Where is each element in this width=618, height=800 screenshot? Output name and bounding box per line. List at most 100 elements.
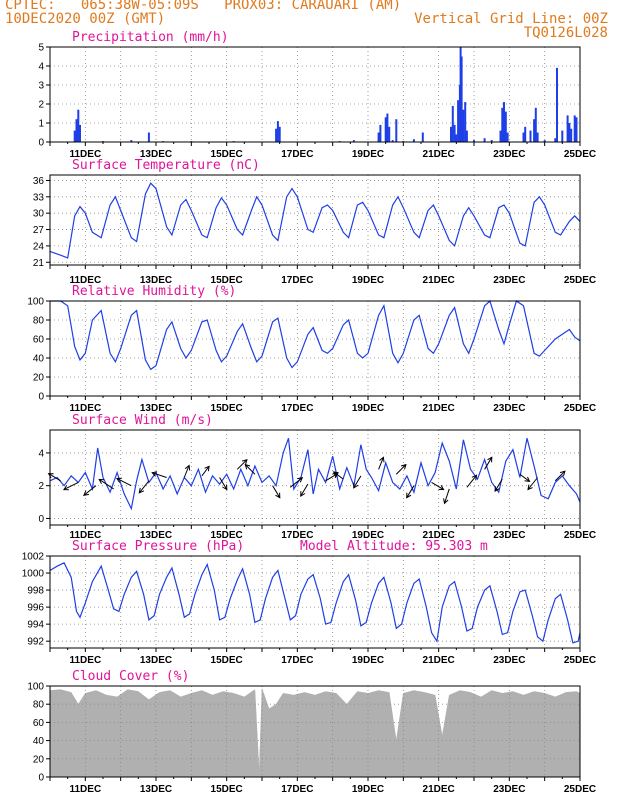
- wind-vector-head: [559, 470, 566, 477]
- header-date: 10DEC2020 00Z (GMT): [5, 11, 166, 27]
- x-tick-label: 13DEC: [140, 530, 172, 541]
- precip-bar: [524, 126, 527, 142]
- wind-vector: [289, 477, 303, 488]
- series-line: [49, 437, 581, 511]
- wind-vector: [484, 457, 493, 470]
- x-tick-label: 25DEC: [564, 530, 596, 541]
- panel-title: Cloud Cover (%): [72, 669, 189, 684]
- wind-vector-head: [527, 484, 533, 491]
- wind-vector-head: [275, 492, 281, 499]
- panel-2: 21 24 27 30 33 36 11DEC 13DEC 15DEC 17DEC 19DEC 21D…: [33, 158, 596, 286]
- wind-vector-head: [115, 477, 122, 483]
- wind-vector-head: [471, 474, 478, 481]
- x-tick-label: 13DEC: [140, 275, 172, 286]
- precip-bar: [534, 107, 537, 142]
- precip-bar: [573, 115, 576, 142]
- x-tick-label: 19DEC: [352, 149, 384, 160]
- y-tick-label: 996: [27, 603, 44, 614]
- y-tick-label: 994: [27, 620, 44, 631]
- precip-bar: [561, 130, 564, 142]
- wind-vector: [395, 464, 407, 475]
- x-tick-label: 21DEC: [423, 403, 455, 414]
- panel-title: Surface Temperature (nC): [72, 158, 260, 173]
- series-line: [50, 299, 581, 371]
- y-tick-label: 1000: [22, 569, 45, 580]
- wind-vector: [201, 465, 210, 477]
- y-tick-label: 21: [33, 258, 45, 269]
- precip-bar: [276, 121, 279, 142]
- header-model: TQ0126L028: [523, 25, 608, 41]
- panel-3: 0 20 40 60 80 100 11DEC 13DEC 15DEC 17DEC 19DEC 21D…: [27, 284, 596, 414]
- precip-bar: [529, 130, 532, 142]
- wind-vector-head: [241, 458, 248, 465]
- wind-vector-head: [204, 465, 210, 472]
- panel-5: 992 994 996 998 1000 1002 11DEC 13DEC 15DEC 17DEC…: [22, 539, 596, 666]
- wind-vector-head: [524, 476, 531, 483]
- y-tick-label: 30: [33, 209, 45, 220]
- x-tick-label: 19DEC: [352, 655, 384, 666]
- precip-bar: [453, 124, 456, 142]
- y-tick-label: 0: [38, 514, 44, 525]
- wind-vector: [138, 480, 150, 494]
- precip-bar: [451, 105, 454, 142]
- precip-bar: [556, 67, 558, 142]
- precip-bar: [391, 140, 394, 142]
- wind-vector: [272, 485, 281, 498]
- y-tick-label: 60: [33, 718, 45, 729]
- x-tick-label: 25DEC: [564, 784, 596, 795]
- precip-bar: [570, 128, 573, 142]
- x-tick-label: 13DEC: [140, 149, 172, 160]
- wind-vector-head: [138, 487, 145, 494]
- plot-frame: [49, 555, 581, 649]
- wind-vector-head: [494, 486, 500, 492]
- x-tick-label: 23DEC: [493, 403, 525, 414]
- x-tick-label: 21DEC: [423, 655, 455, 666]
- panel-title: Surface Wind (m/s): [72, 413, 213, 428]
- precip-bar: [568, 123, 571, 142]
- precip-bar: [501, 107, 504, 142]
- y-tick-label: 998: [27, 586, 44, 597]
- y-tick-label: 3: [38, 81, 44, 92]
- x-tick-label: 23DEC: [493, 149, 525, 160]
- wind-vector: [527, 477, 538, 490]
- precip-bar: [504, 111, 507, 142]
- y-tick-label: 27: [33, 225, 45, 236]
- wind-vector: [333, 471, 344, 480]
- precip-bar: [522, 132, 525, 142]
- y-tick-label: 0: [38, 392, 44, 403]
- precip-bar: [147, 132, 150, 142]
- x-tick-label: 15DEC: [211, 403, 243, 414]
- wind-vector: [325, 473, 338, 482]
- wind-vector-head: [98, 478, 105, 485]
- wind-vector-head: [62, 485, 69, 491]
- y-tick-label: 1: [38, 119, 44, 130]
- y-tick-label: 0: [38, 138, 44, 149]
- x-tick-label: 21DEC: [423, 149, 455, 160]
- x-tick-label: 23DEC: [493, 655, 525, 666]
- x-tick-label: 11DEC: [69, 530, 101, 541]
- x-tick-label: 11DEC: [69, 655, 101, 666]
- precip-bar: [483, 138, 486, 142]
- plot-frame: [49, 300, 581, 397]
- precip-bar: [533, 119, 536, 142]
- precip-bar: [575, 117, 578, 142]
- panel-6: 0 20 40 60 80 100 11DEC 13DEC 15DEC 17DEC 19DEC 21D…: [27, 669, 596, 795]
- y-tick-label: 2: [38, 100, 44, 111]
- panel-1: 0 1 2 3 4 5 11DEC 13DEC 15DEC 17DEC 19DEC 21DEC 23DE…: [38, 30, 596, 160]
- precip-bar: [554, 138, 557, 142]
- x-tick-label: 11DEC: [69, 403, 101, 414]
- precip-bar: [457, 100, 460, 142]
- y-tick-label: 24: [33, 241, 45, 252]
- wind-vector: [300, 483, 309, 497]
- wind-vector: [48, 473, 61, 482]
- wind-vector-head: [244, 463, 251, 470]
- y-tick-label: 33: [33, 192, 45, 203]
- x-tick-label: 17DEC: [281, 149, 313, 160]
- wind-vector-head: [379, 456, 385, 463]
- precip-bar: [79, 124, 81, 142]
- x-tick-label: 17DEC: [281, 784, 313, 795]
- wind-vector-head: [406, 492, 412, 499]
- x-tick-label: 17DEC: [281, 403, 313, 414]
- x-tick-label: 23DEC: [493, 784, 525, 795]
- precip-bar: [464, 102, 467, 142]
